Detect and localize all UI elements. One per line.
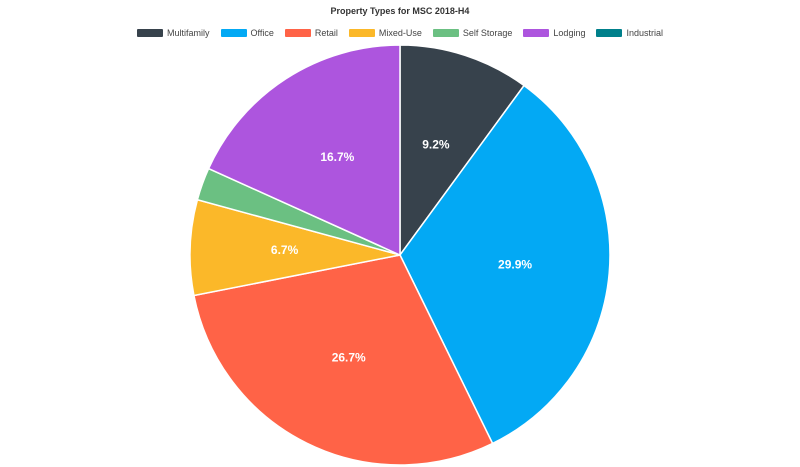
legend-label: Multifamily: [167, 28, 210, 38]
legend: Multifamily Office Retail Mixed-Use Self Sto…: [0, 28, 800, 38]
pie-slice-mixed-use[interactable]: [189, 198, 401, 297]
legend-item-multifamily[interactable]: Multifamily: [137, 28, 210, 38]
legend-label: Retail: [314, 28, 338, 38]
legend-swatch: [523, 29, 550, 37]
pie-slice-retail[interactable]: [193, 254, 494, 466]
legend-swatch: [348, 29, 375, 37]
legend-item-office[interactable]: Office: [220, 28, 274, 38]
pie-slice-multifamily[interactable]: [399, 44, 526, 258]
legend-swatch: [220, 29, 247, 37]
legend-label: Office: [250, 28, 274, 38]
legend-swatch: [432, 29, 459, 37]
slice-label-multifamily: 9.2%: [422, 137, 450, 151]
slice-label-mixed-use: 6.7%: [271, 243, 299, 257]
legend-item-lodging[interactable]: Lodging: [523, 28, 585, 38]
legend-label: Industrial: [626, 28, 663, 38]
legend-swatch: [137, 29, 163, 37]
legend-label: Self Storage: [462, 28, 513, 38]
legend-swatch: [284, 29, 311, 37]
legend-swatch: [596, 29, 623, 37]
pie-slice-office[interactable]: [399, 84, 611, 445]
chart-title: Property Types for MSC 2018-H4: [330, 6, 470, 16]
legend-label: Lodging: [553, 28, 586, 38]
legend-item-self-storage[interactable]: Self Storage: [432, 28, 513, 38]
legend-item-mixed-use[interactable]: Mixed-Use: [348, 28, 422, 38]
slice-label-retail: 26.7%: [332, 351, 366, 365]
pie-slice-lodging[interactable]: [207, 44, 401, 257]
slice-label-office: 29.9%: [498, 257, 532, 271]
legend-item-retail[interactable]: Retail: [284, 28, 338, 38]
legend-item-industrial[interactable]: Industrial: [596, 28, 663, 38]
legend-label: Mixed-Use: [378, 28, 422, 38]
slice-label-lodging: 16.7%: [320, 150, 354, 164]
